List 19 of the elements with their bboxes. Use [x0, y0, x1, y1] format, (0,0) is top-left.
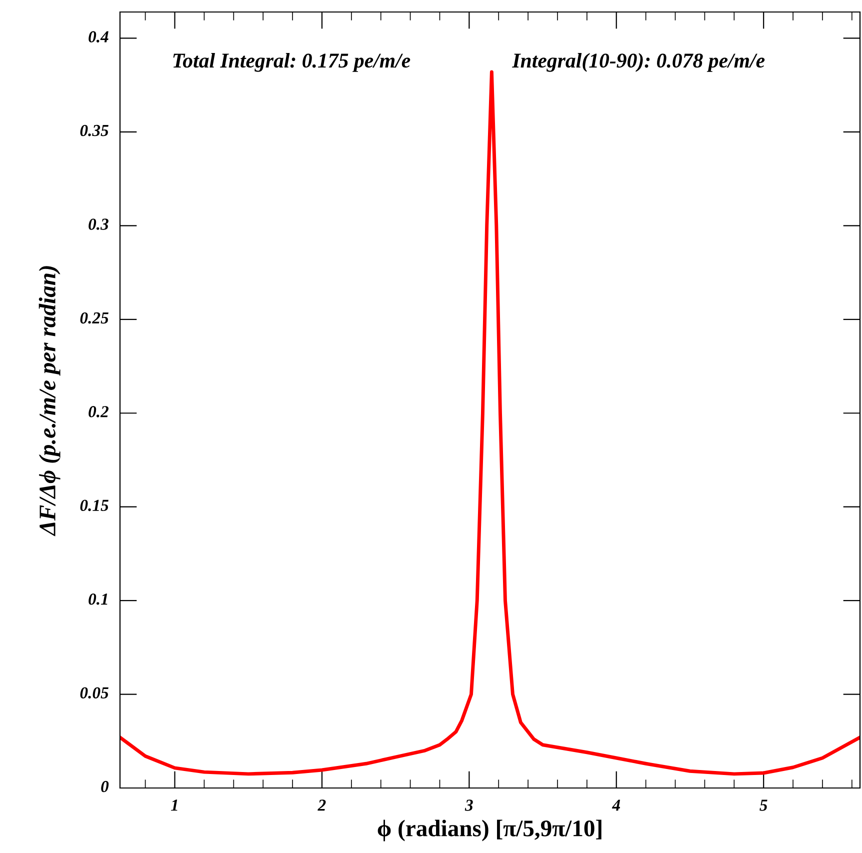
y-tick-label: 0.3 [88, 218, 108, 230]
y-tick-label: 0.1 [88, 593, 108, 605]
x-tick-label: 2 [318, 800, 326, 811]
y-tick-label: 0.2 [88, 406, 109, 418]
annotation: Total Integral: 0.175 pe/m/e [173, 52, 410, 72]
y-axis-title: ΔF/Δϕ (p.e./m/e per radian) [38, 266, 60, 536]
line-series [120, 70, 860, 776]
x-axis-title: ϕ (radians) [π/5,9π/10] [378, 820, 602, 842]
y-tick-label: 0.4 [88, 31, 108, 42]
x-tick-label: 1 [170, 800, 178, 811]
annotation: Integral(10-90): 0.078 pe/m/e [512, 52, 765, 72]
y-tick-label: 0 [101, 780, 109, 792]
y-tick-label: 0.15 [80, 500, 108, 512]
x-tick-label: 3 [464, 800, 473, 811]
y-tick-label: 0.25 [80, 312, 108, 324]
x-tick-label: 5 [760, 800, 768, 811]
y-tick-label: 0.05 [80, 687, 108, 699]
x-tick-label: 4 [612, 800, 620, 811]
y-tick-label: 0.35 [80, 124, 108, 136]
